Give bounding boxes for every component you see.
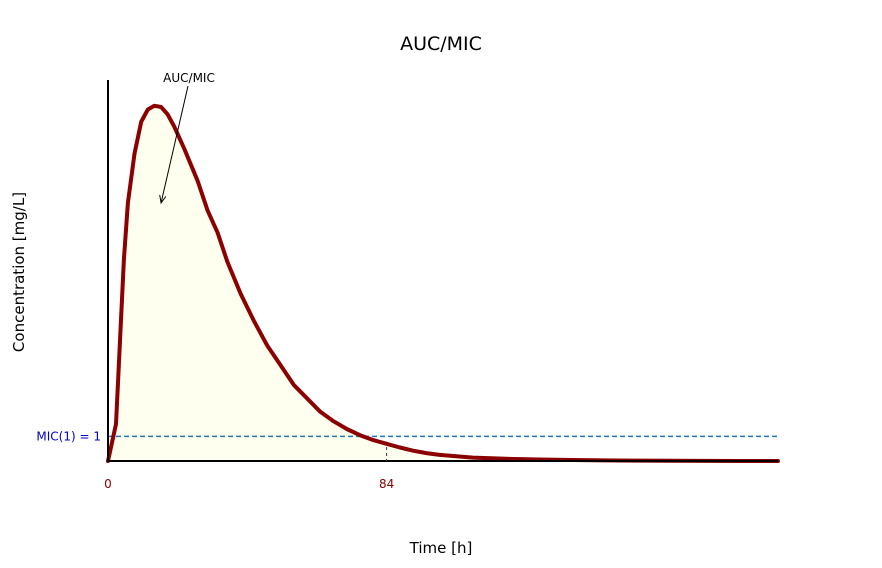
x-ticks: 0 84: [104, 447, 394, 491]
auc-area-fill: [108, 105, 778, 462]
mic-label: MIC(1) = 1: [36, 429, 101, 443]
corner-mark: ' ': [6, 0, 17, 8]
y-axis-label: Concentration [mg/L]: [10, 191, 28, 353]
annotation-arrowhead: [159, 194, 167, 205]
concentration-curve: [106, 103, 780, 463]
x-axis-label: Time [h]: [409, 539, 473, 557]
x-tick-label: 84: [379, 477, 394, 491]
annotation-arrow: [160, 85, 189, 204]
annotation-label: AUC/MIC: [163, 71, 215, 85]
chart-title: AUC/MIC: [400, 33, 482, 55]
x-tick-label: 0: [104, 477, 112, 491]
